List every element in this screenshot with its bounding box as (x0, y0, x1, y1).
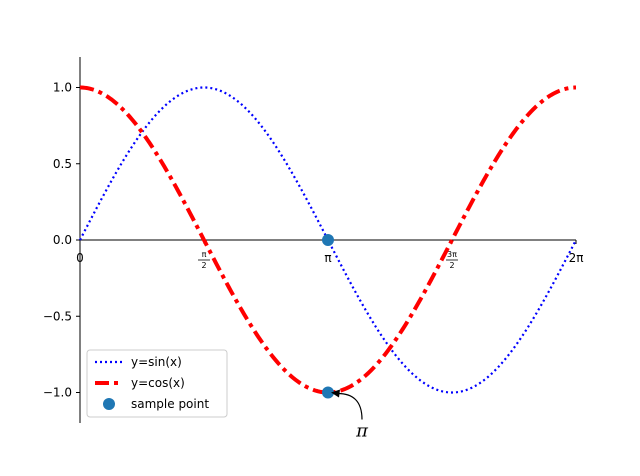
legend-label: sample point (131, 397, 209, 411)
annotation-label: π (355, 421, 369, 442)
x-tick-label-denominator: 2 (449, 261, 454, 270)
sample-point-marker (322, 234, 334, 246)
x-tick-label: π (324, 251, 331, 265)
y-tick-label: 1.0 (53, 81, 72, 95)
annotation: π (331, 389, 369, 442)
x-tick-label-denominator: 2 (201, 261, 206, 270)
y-tick-label: −0.5 (43, 309, 72, 323)
annotation-arrowhead (331, 389, 340, 398)
series-line-sin (79, 86, 577, 394)
sample-points (322, 234, 334, 399)
legend: y=sin(x) y=cos(x) sample point (86, 349, 228, 418)
annotation-arrow (335, 392, 363, 420)
x-tick-label-numerator: 3π (447, 250, 457, 259)
y-tick-label: −1.0 (43, 386, 72, 400)
legend-swatch-sample-point (103, 398, 115, 410)
x-tick-label: 0 (76, 251, 84, 265)
legend-label: y=sin(x) (131, 355, 182, 369)
y-tick-label: 0.0 (53, 233, 72, 247)
x-tick-label: 2π (569, 251, 584, 265)
series-layer (79, 85, 577, 395)
series-line-cos (79, 85, 577, 395)
legend-label: y=cos(x) (131, 376, 185, 390)
y-tick-label: 0.5 (53, 157, 72, 171)
x-tick-label-numerator: π (202, 250, 207, 259)
legend-box (86, 349, 228, 418)
sample-point-marker (322, 386, 334, 399)
